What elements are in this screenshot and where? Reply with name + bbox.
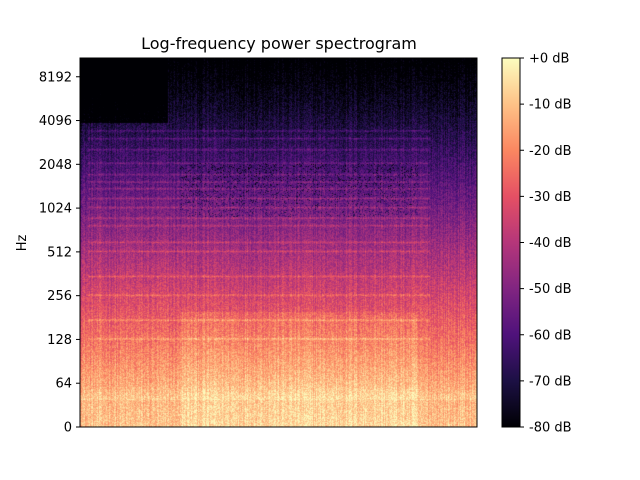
heatmap-plot-area (79, 57, 478, 428)
colorbar-tick-label: -80 dB (529, 421, 572, 436)
colorbar-tick-label: -50 dB (529, 282, 572, 297)
y-tick-label: 64 (55, 377, 72, 392)
colorbar-tick-label: -30 dB (529, 190, 572, 205)
colorbar-tick-label: -10 dB (529, 98, 572, 113)
spectrogram-heatmap (80, 58, 477, 427)
y-tick-label: 0 (64, 421, 72, 436)
colorbar-tick-label: -60 dB (529, 328, 572, 343)
colorbar: +0 dB -10 dB -20 dB -30 dB -40 dB -50 dB -60 d… (501, 52, 572, 436)
colorbar-tick-label: -20 dB (529, 144, 572, 159)
colorbar-tick-label: +0 dB (529, 52, 569, 67)
colorbar-ticks: +0 dB -10 dB -20 dB -30 dB -40 dB -50 dB -60 d… (520, 52, 572, 436)
plot-frame (79, 57, 478, 428)
colorbar-tick-label: -70 dB (529, 374, 572, 389)
y-tick-label: 1024 (39, 202, 72, 217)
colorbar-tick-label: -40 dB (529, 236, 572, 251)
y-tick-label: 128 (47, 333, 72, 348)
y-tick-label: 2048 (39, 158, 72, 173)
y-axis-label: Hz (15, 235, 30, 252)
y-tick-label: 256 (47, 289, 72, 304)
y-tick-label: 512 (47, 245, 72, 260)
y-tick-label: 8192 (39, 70, 72, 85)
y-tick-label: 4096 (39, 114, 72, 129)
colorbar-gradient (501, 57, 521, 428)
y-axis: 0 64 128 256 512 1024 2048 4096 8192 (39, 70, 80, 436)
chart-title: Log-frequency power spectrogram (141, 34, 417, 53)
